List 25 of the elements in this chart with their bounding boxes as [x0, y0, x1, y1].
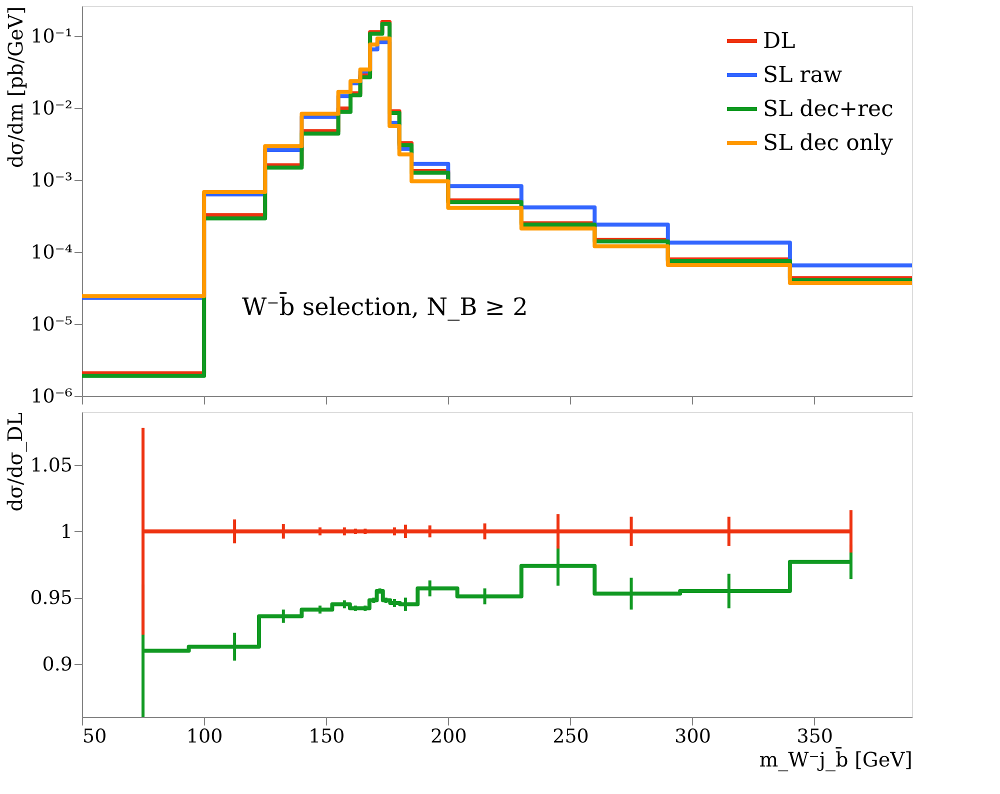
- legend-label: SL dec+rec: [763, 97, 894, 122]
- x-tick-label: 200: [430, 726, 467, 748]
- y-tick-label: 0.95: [30, 587, 72, 610]
- y-tick-label: 1.05: [30, 454, 72, 477]
- y-tick-label: 1: [60, 520, 72, 543]
- x-tick-label: 350: [796, 726, 833, 748]
- y-tick-label: 0.9: [42, 653, 72, 676]
- legend-label: SL raw: [763, 63, 842, 88]
- x-tick-label: 100: [186, 726, 223, 748]
- y-axis-title: dσ/dσ_DL: [3, 412, 28, 512]
- x-tick-label: 150: [308, 726, 345, 748]
- x-axis-title: m_W⁻j_b̄ [GeV]: [759, 747, 912, 772]
- annotation: W⁻b̄ selection, N_B ≥ 2: [242, 292, 528, 321]
- x-tick-label: 50: [82, 726, 107, 748]
- y-tick-label: 10⁻¹: [30, 25, 72, 48]
- y-tick-label: 10⁻³: [30, 169, 72, 192]
- y-axis-title: dσ/dm [pb/GeV]: [4, 6, 28, 168]
- legend-label: SL dec only: [763, 131, 894, 156]
- legend-label: DL: [763, 29, 796, 54]
- x-tick-label: 300: [674, 726, 711, 748]
- y-tick-label: 10⁻²: [30, 97, 72, 120]
- x-tick-label: 250: [552, 726, 589, 748]
- y-tick-label: 10⁻⁵: [30, 313, 72, 336]
- y-tick-label: 10⁻⁶: [30, 386, 73, 408]
- y-tick-label: 10⁻⁴: [30, 241, 73, 264]
